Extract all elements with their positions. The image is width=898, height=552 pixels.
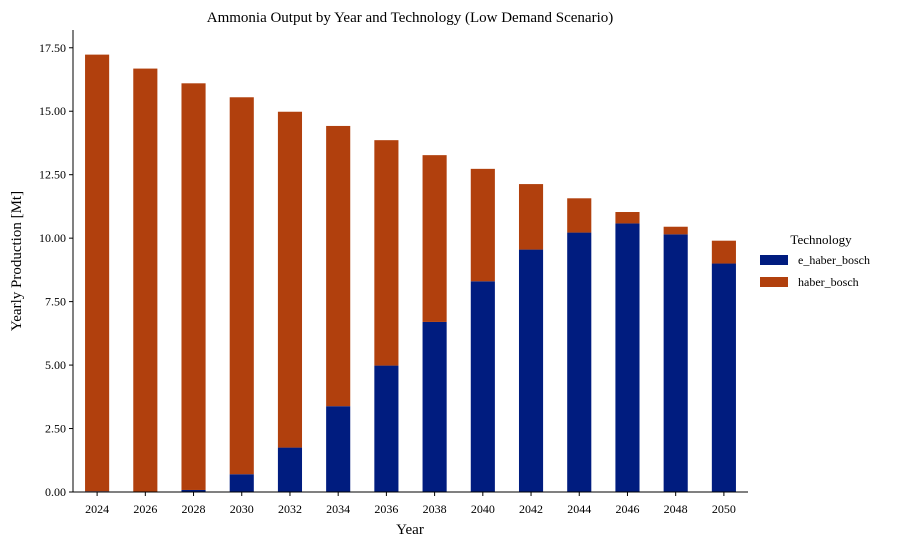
x-tick-label: 2042 — [519, 502, 543, 516]
x-tick-label: 2050 — [712, 502, 736, 516]
x-tick-label: 2040 — [471, 502, 495, 516]
bar-e_haber_bosch-2030 — [229, 474, 254, 492]
y-tick-label: 5.00 — [45, 358, 66, 372]
bar-haber_bosch-2030 — [229, 97, 254, 475]
y-tick-label: 10.00 — [39, 231, 66, 245]
legend-label-haber_bosch: haber_bosch — [798, 275, 859, 289]
bar-haber_bosch-2032 — [277, 111, 303, 448]
legend-title: Technology — [790, 232, 852, 247]
legend-label-e_haber_bosch: e_haber_bosch — [798, 253, 870, 267]
bar-haber_bosch-2046 — [615, 212, 640, 224]
y-tick-label: 7.50 — [45, 295, 66, 309]
bar-haber_bosch-2028 — [181, 83, 206, 490]
x-tick-label: 2048 — [664, 502, 688, 516]
y-tick-label: 0.00 — [45, 485, 66, 499]
bar-e_haber_bosch-2048 — [663, 234, 688, 492]
legend: Technology e_haber_bosch haber_bosch — [760, 232, 870, 289]
bar-e_haber_bosch-2042 — [518, 249, 544, 492]
bar-haber_bosch-2040 — [470, 168, 495, 282]
bar-e_haber_bosch-2038 — [422, 321, 447, 492]
bar-e_haber_bosch-2032 — [277, 447, 303, 492]
x-tick-label: 2030 — [230, 502, 254, 516]
x-tick-label: 2046 — [615, 502, 639, 516]
bar-e_haber_bosch-2040 — [470, 281, 495, 492]
bar-haber_bosch-2050 — [711, 240, 736, 264]
x-tick-label: 2044 — [567, 502, 591, 516]
axes-layer: 0.00 2.50 5.00 7.50 10.00 12.50 15.00 17.50 2024… — [39, 30, 748, 516]
legend-swatch-haber_bosch — [760, 277, 788, 287]
bar-haber_bosch-2038 — [422, 155, 447, 322]
legend-items: e_haber_bosch haber_bosch — [760, 253, 870, 289]
y-tick-label: 12.50 — [39, 168, 66, 182]
bar-haber_bosch-2036 — [374, 140, 399, 366]
bar-haber_bosch-2026 — [133, 68, 158, 492]
bar-haber_bosch-2048 — [663, 226, 688, 235]
bar-haber_bosch-2024 — [85, 54, 110, 492]
x-tick-label: 2028 — [182, 502, 206, 516]
y-axis-title: Yearly Production [Mt] — [9, 191, 25, 331]
y-tick-label: 2.50 — [45, 422, 66, 436]
y-tick-label: 15.00 — [39, 104, 66, 118]
bar-e_haber_bosch-2044 — [567, 232, 592, 492]
bars-layer — [85, 54, 736, 492]
bar-e_haber_bosch-2050 — [711, 263, 736, 492]
bar-haber_bosch-2042 — [518, 184, 544, 250]
bar-e_haber_bosch-2034 — [326, 406, 351, 492]
bar-e_haber_bosch-2028 — [181, 489, 206, 492]
chart-title: Ammonia Output by Year and Technology (L… — [207, 10, 614, 26]
x-tick-label: 2032 — [278, 502, 302, 516]
x-tick-label: 2034 — [326, 502, 350, 516]
legend-swatch-e_haber_bosch — [760, 255, 788, 265]
x-tick-label: 2038 — [423, 502, 447, 516]
bar-e_haber_bosch-2046 — [615, 223, 640, 492]
bar-e_haber_bosch-2036 — [374, 365, 399, 492]
x-tick-label: 2024 — [85, 502, 109, 516]
bar-haber_bosch-2034 — [326, 125, 351, 407]
x-tick-label: 2036 — [374, 502, 398, 516]
x-tick-label: 2026 — [133, 502, 157, 516]
y-tick-label: 17.50 — [39, 41, 66, 55]
x-axis-title: Year — [396, 522, 424, 538]
bar-haber_bosch-2044 — [567, 198, 592, 233]
